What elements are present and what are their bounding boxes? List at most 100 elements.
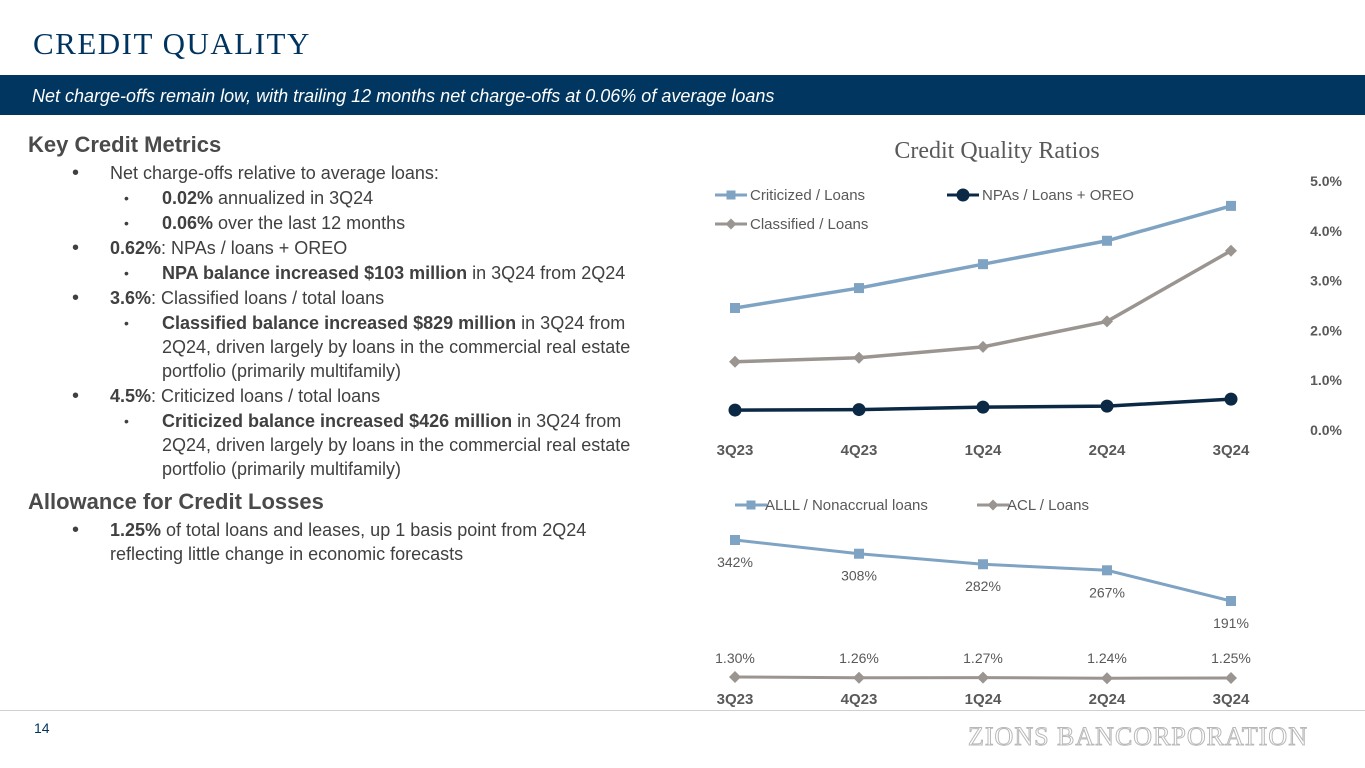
data-label-acl-loans: 1.30%	[715, 650, 755, 666]
criticized-sub-bold: Criticized balance increased $426 millio…	[162, 411, 513, 431]
credit-quality-ratios-chart: Credit Quality Ratios 0.0% 1.0% 2.0% 3.0% 4.0…	[715, 138, 1343, 459]
data-point-acl-loans	[1101, 672, 1113, 685]
criticized-sub-text: in 3Q24 from 2Q24, driven largely by loa…	[162, 411, 631, 479]
data-label-alll-nonaccrual-loans: 308%	[841, 568, 877, 584]
npa-sub-bold: NPA balance increased $103 million	[162, 263, 468, 283]
ncos-text: Net charge-offs relative to average loan…	[110, 163, 439, 183]
data-point-criticized-loans	[1102, 235, 1112, 246]
data-label-alll-nonaccrual-loans: 282%	[965, 578, 1001, 594]
data-point-acl-loans	[729, 671, 741, 683]
allowance-heading: Allowance for Credit Losses	[28, 489, 324, 514]
data-point-npas-loans-oreo	[852, 403, 866, 417]
x-tick-label: 3Q23	[717, 442, 754, 459]
legend-marker-alll-nonaccrual-loans	[746, 500, 756, 510]
data-label-acl-loans: 1.26%	[839, 650, 879, 666]
ncos-12m-text: over the last 12 months	[213, 213, 406, 233]
legend-marker-acl-loans	[987, 499, 999, 511]
footer-divider	[0, 710, 1365, 711]
list-item: 1.25% of total loans and leases, up 1 ba…	[28, 518, 620, 566]
ncos-q-value: 0.02%	[162, 188, 214, 208]
data-point-acl-loans	[1225, 672, 1237, 684]
y-tick-label: 2.0%	[1310, 322, 1342, 338]
data-label-acl-loans: 1.25%	[1211, 650, 1251, 666]
legend-label-criticized-loans: Criticized / Loans	[750, 187, 865, 204]
data-point-classified-loans	[1225, 244, 1237, 257]
data-point-alll-nonaccrual-loans	[1102, 565, 1112, 576]
data-point-classified-loans	[1101, 315, 1113, 328]
subtitle-banner	[0, 75, 1365, 115]
npa-text: : NPAs / loans + OREO	[161, 238, 348, 258]
company-logo: ZIONS BANCORPORATION	[968, 722, 1308, 752]
legend-label-classified-loans: Classified / Loans	[750, 216, 868, 233]
data-point-npas-loans-oreo	[1100, 399, 1114, 413]
legend-label-npas-loans-oreo: NPAs / Loans + OREO	[982, 187, 1134, 204]
list-item: Classified balance increased $829 millio…	[28, 311, 632, 383]
chart-title: Credit Quality Ratios	[894, 138, 1099, 164]
y-tick-label: 4.0%	[1310, 223, 1342, 239]
allowance-value: 1.25%	[110, 520, 162, 540]
key-metrics-list: Net charge-offs relative to average loan…	[28, 161, 648, 481]
allowance-list: 1.25% of total loans and leases, up 1 ba…	[28, 518, 648, 566]
classified-text: : Classified loans / total loans	[151, 288, 385, 308]
legend-label-alll-nonaccrual-loans: ALLL / Nonaccrual loans	[765, 497, 928, 514]
x-tick-label: 3Q23	[717, 691, 754, 708]
x-tick-label: 4Q23	[841, 442, 878, 459]
data-point-classified-loans	[977, 340, 989, 353]
x-tick-label: 1Q24	[965, 691, 1002, 708]
x-tick-label: 2Q24	[1089, 691, 1126, 708]
x-tick-label: 3Q24	[1213, 442, 1250, 459]
data-point-criticized-loans	[1226, 200, 1236, 211]
list-item: NPA balance increased $103 million in 3Q…	[28, 261, 632, 285]
classified-value: 3.6%	[110, 288, 152, 308]
npa-sub-text: in 3Q24 from 2Q24	[467, 263, 626, 283]
legend-label-acl-loans: ACL / Loans	[1007, 497, 1089, 514]
list-item: 3.6%: Classified loans / total loans	[28, 286, 648, 310]
x-tick-label: 2Q24	[1089, 442, 1126, 459]
classified-sub-bold: Classified balance increased $829 millio…	[162, 313, 517, 333]
data-point-criticized-loans	[730, 302, 740, 313]
data-label-acl-loans: 1.27%	[963, 650, 1003, 666]
ncos-q-text: annualized in 3Q24	[213, 188, 374, 208]
list-item: 0.02% annualized in 3Q24	[28, 186, 632, 210]
data-point-acl-loans	[977, 671, 989, 684]
y-tick-label: 5.0%	[1310, 173, 1342, 189]
key-metrics-heading: Key Credit Metrics	[28, 132, 222, 157]
y-tick-label: 3.0%	[1310, 273, 1342, 289]
x-tick-label: 1Q24	[965, 442, 1002, 459]
data-point-alll-nonaccrual-loans	[730, 535, 740, 545]
data-label-alll-nonaccrual-loans: 191%	[1213, 615, 1249, 631]
data-point-alll-nonaccrual-loans	[1226, 596, 1236, 606]
list-item: Net charge-offs relative to average loan…	[28, 161, 648, 185]
npa-value: 0.62%	[110, 238, 162, 258]
data-label-acl-loans: 1.24%	[1087, 650, 1127, 666]
legend-marker-criticized-loans	[726, 190, 736, 200]
allowance-ratios-chart: ALLL / Nonaccrual loans ACL / Loans 342% 30…	[715, 497, 1251, 708]
x-tick-label: 3Q24	[1213, 691, 1250, 708]
data-point-alll-nonaccrual-loans	[854, 548, 864, 559]
data-label-alll-nonaccrual-loans: 267%	[1089, 584, 1125, 600]
data-point-acl-loans	[853, 671, 865, 684]
list-item: 0.62%: NPAs / loans + OREO	[28, 236, 648, 260]
page-title: CREDIT QUALITY	[33, 26, 311, 61]
data-label-alll-nonaccrual-loans: 342%	[717, 554, 753, 570]
key-metrics-panel: Key Credit Metrics Net charge-offs relat…	[28, 130, 648, 566]
banner-text: Net charge-offs remain low, with trailin…	[32, 86, 775, 106]
x-tick-label: 4Q23	[841, 691, 878, 708]
data-point-criticized-loans	[854, 283, 864, 294]
list-item: 0.06% over the last 12 months	[28, 211, 632, 235]
page-number: 14	[34, 720, 50, 736]
data-point-classified-loans	[729, 355, 741, 368]
criticized-text: : Criticized loans / total loans	[151, 386, 381, 406]
data-point-classified-loans	[853, 351, 865, 364]
legend-marker-npas-loans-oreo	[956, 188, 970, 202]
data-point-npas-loans-oreo	[976, 400, 990, 414]
criticized-value: 4.5%	[110, 386, 152, 406]
legend-marker-classified-loans	[725, 218, 737, 230]
y-tick-label: 0.0%	[1310, 422, 1342, 438]
list-item: 4.5%: Criticized loans / total loans	[28, 384, 648, 408]
list-item: Criticized balance increased $426 millio…	[28, 409, 632, 481]
data-point-criticized-loans	[978, 259, 988, 270]
data-point-npas-loans-oreo	[1224, 392, 1238, 406]
classified-sub-text: in 3Q24 from 2Q24, driven largely by loa…	[162, 313, 631, 381]
ncos-12m-value: 0.06%	[162, 213, 214, 233]
